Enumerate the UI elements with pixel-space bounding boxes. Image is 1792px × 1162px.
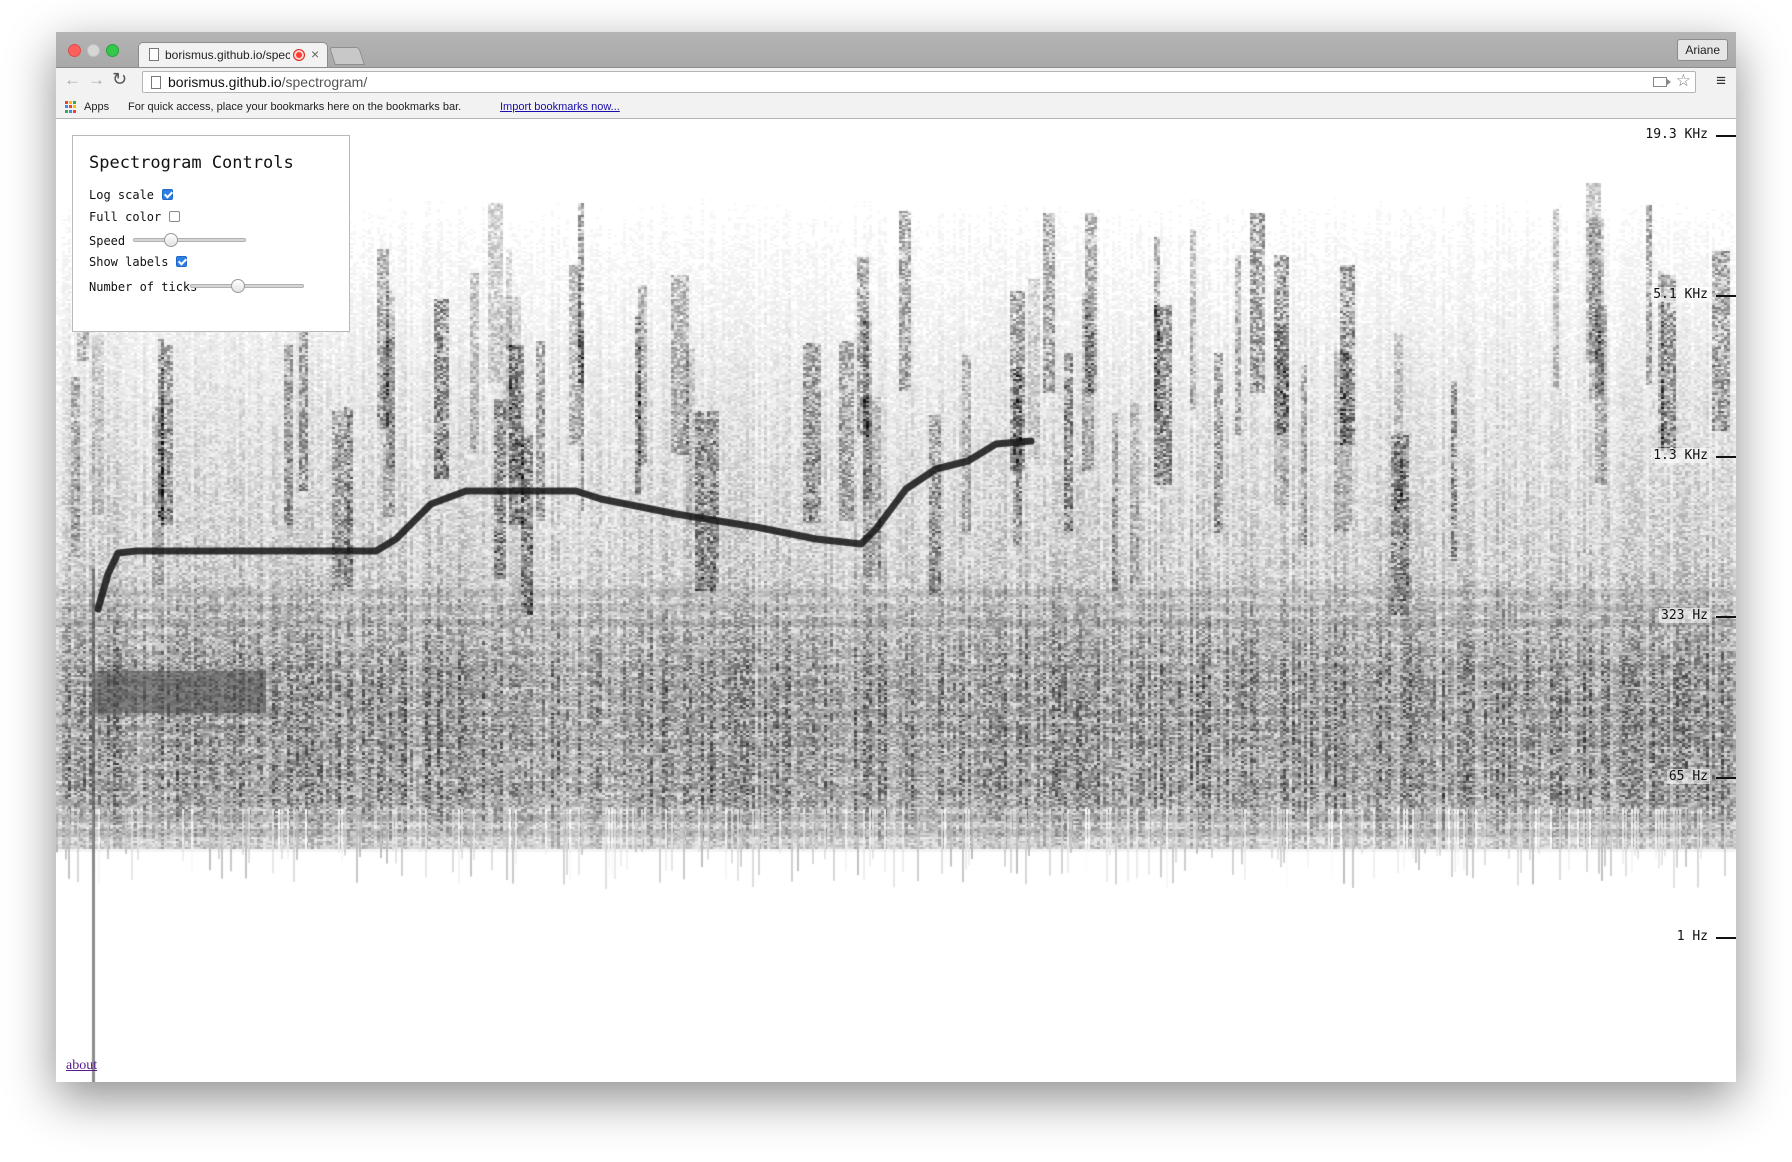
about-link[interactable]: about <box>66 1058 98 1073</box>
frequency-tick <box>1716 937 1736 939</box>
frequency-label: 1 Hz <box>1674 929 1710 944</box>
apps-grid-dot <box>69 109 72 113</box>
number-of-ticks-slider[interactable] <box>190 279 304 293</box>
apps-button[interactable]: Apps <box>84 101 110 113</box>
new-tab-button[interactable] <box>329 47 365 65</box>
log-scale-row: Log scale <box>89 188 174 202</box>
bookmarks-bar: Apps For quick access, place your bookma… <box>56 95 1736 119</box>
browser-tab[interactable]: borismus.github.io/spec × <box>138 42 328 67</box>
frequency-label: 5.1 KHz <box>1651 287 1710 303</box>
bookmarks-hint: For quick access, place your bookmarks h… <box>128 101 462 113</box>
reload-icon[interactable]: ↻ <box>112 69 128 89</box>
spectrogram-controls-panel: Spectrogram Controls Log scale Full colo… <box>72 135 350 332</box>
apps-grid-icon[interactable] <box>65 101 77 113</box>
show-labels-label: Show labels <box>89 255 169 269</box>
camera-icon[interactable] <box>1653 77 1671 87</box>
back-arrow-icon[interactable]: ← <box>64 70 81 89</box>
page-icon <box>149 48 159 61</box>
title-bar: borismus.github.io/spec × Ariane <box>56 32 1736 67</box>
maximize-window-button[interactable] <box>106 44 119 57</box>
apps-grid-dot <box>73 109 76 113</box>
full-color-label: Full color <box>89 210 162 224</box>
apps-grid-dot <box>69 105 72 109</box>
apps-grid-dot <box>65 101 68 104</box>
frequency-label: 65 Hz <box>1666 768 1710 784</box>
show-labels-checkbox[interactable] <box>176 256 188 267</box>
browser-window: borismus.github.io/spec × Ariane ← → ↻ b… <box>56 32 1736 1082</box>
url-text[interactable]: borismus.github.io/spectrogram/ <box>168 74 367 90</box>
import-bookmarks-link[interactable]: Import bookmarks now... <box>500 101 620 113</box>
speed-slider-thumb[interactable] <box>163 233 178 247</box>
show-labels-row: Show labels <box>89 255 188 269</box>
log-scale-checkbox[interactable] <box>162 189 174 200</box>
url-path: /spectrogram/ <box>281 74 368 90</box>
bookmark-star-icon[interactable]: ☆ <box>1675 71 1691 90</box>
page-content: Spectrogram Controls Log scale Full colo… <box>56 119 1736 1082</box>
number-of-ticks-label: Number of ticks <box>89 280 198 294</box>
menu-icon[interactable]: ≡ <box>1716 71 1726 90</box>
number-of-ticks-slider-thumb[interactable] <box>231 279 245 293</box>
frequency-tick <box>1716 135 1736 137</box>
apps-grid-dot <box>73 101 76 104</box>
controls-title: Spectrogram Controls <box>89 153 294 173</box>
speed-row: Speed <box>89 234 125 248</box>
address-bar[interactable]: borismus.github.io/spectrogram/ ☆ <box>142 71 1696 93</box>
frequency-tick <box>1716 295 1736 298</box>
frequency-tick <box>1716 455 1736 458</box>
page-icon <box>151 76 161 89</box>
forward-arrow-icon[interactable]: → <box>88 70 105 89</box>
apps-grid-dot <box>65 109 68 113</box>
close-tab-icon[interactable]: × <box>311 46 320 62</box>
url-host: borismus.github.io <box>168 74 282 90</box>
full-color-row: Full color <box>89 210 181 224</box>
browser-toolbar: ← → ↻ borismus.github.io/spectrogram/ ☆ … <box>56 67 1736 95</box>
frequency-tick <box>1716 776 1736 779</box>
number-of-ticks-row: Number of ticks <box>89 280 197 294</box>
tab-title: borismus.github.io/spec <box>165 48 290 62</box>
speed-label: Speed <box>89 234 126 248</box>
frequency-tick <box>1716 616 1736 619</box>
minimize-window-button[interactable] <box>87 44 100 57</box>
frequency-label: 19.3 KHz <box>1643 127 1710 142</box>
close-window-button[interactable] <box>68 44 81 57</box>
apps-grid-dot <box>73 105 76 109</box>
frequency-label: 1.3 KHz <box>1651 447 1710 463</box>
full-color-checkbox[interactable] <box>169 211 181 222</box>
frequency-label: 323 Hz <box>1659 608 1710 624</box>
apps-grid-dot <box>69 101 72 104</box>
speed-slider[interactable] <box>133 233 246 247</box>
log-scale-label: Log scale <box>89 188 155 202</box>
profile-button[interactable]: Ariane <box>1677 39 1728 61</box>
recording-indicator-icon <box>293 49 305 61</box>
apps-grid-dot <box>65 105 68 109</box>
